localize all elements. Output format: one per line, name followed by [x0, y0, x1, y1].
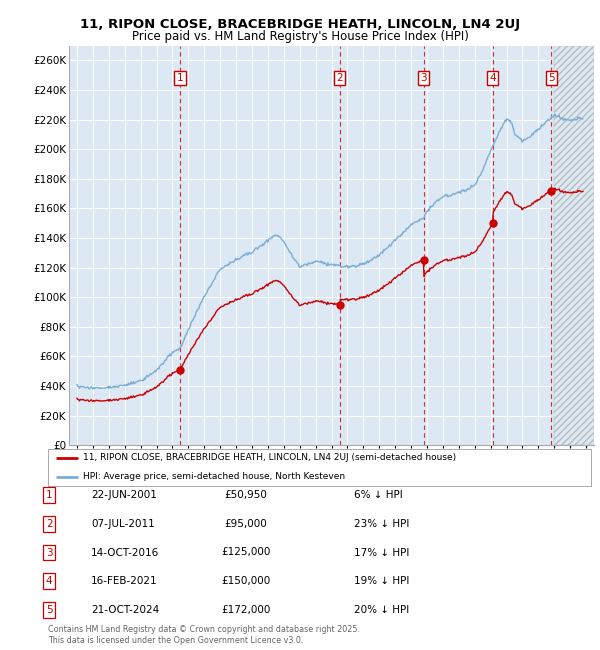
- Text: 5: 5: [548, 73, 554, 83]
- Text: 11, RIPON CLOSE, BRACEBRIDGE HEATH, LINCOLN, LN4 2UJ (semi-detached house): 11, RIPON CLOSE, BRACEBRIDGE HEATH, LINC…: [83, 454, 457, 462]
- Text: 1: 1: [46, 490, 53, 501]
- Text: £172,000: £172,000: [221, 604, 271, 615]
- Text: 2: 2: [337, 73, 343, 83]
- Text: 14-OCT-2016: 14-OCT-2016: [91, 547, 160, 558]
- Text: 19% ↓ HPI: 19% ↓ HPI: [354, 576, 409, 586]
- Text: 1: 1: [176, 73, 183, 83]
- Text: 3: 3: [46, 547, 53, 558]
- Text: 22-JUN-2001: 22-JUN-2001: [91, 490, 157, 501]
- Text: 21-OCT-2024: 21-OCT-2024: [91, 604, 160, 615]
- Bar: [551, 46, 554, 445]
- Text: Contains HM Land Registry data © Crown copyright and database right 2025.
This d: Contains HM Land Registry data © Crown c…: [48, 625, 360, 645]
- Text: Price paid vs. HM Land Registry's House Price Index (HPI): Price paid vs. HM Land Registry's House …: [131, 30, 469, 43]
- Text: 4: 4: [489, 73, 496, 83]
- Text: £125,000: £125,000: [221, 547, 271, 558]
- Text: 4: 4: [46, 576, 53, 586]
- Polygon shape: [554, 46, 594, 445]
- Text: 17% ↓ HPI: 17% ↓ HPI: [354, 547, 409, 558]
- Text: £50,950: £50,950: [224, 490, 268, 501]
- Text: £95,000: £95,000: [224, 519, 268, 529]
- Text: 11, RIPON CLOSE, BRACEBRIDGE HEATH, LINCOLN, LN4 2UJ: 11, RIPON CLOSE, BRACEBRIDGE HEATH, LINC…: [80, 18, 520, 31]
- Text: 20% ↓ HPI: 20% ↓ HPI: [354, 604, 409, 615]
- Text: 2: 2: [46, 519, 53, 529]
- Text: 6% ↓ HPI: 6% ↓ HPI: [354, 490, 403, 501]
- Text: 3: 3: [420, 73, 427, 83]
- Text: 23% ↓ HPI: 23% ↓ HPI: [354, 519, 409, 529]
- Text: HPI: Average price, semi-detached house, North Kesteven: HPI: Average price, semi-detached house,…: [83, 473, 346, 481]
- Text: 5: 5: [46, 604, 53, 615]
- Text: 16-FEB-2021: 16-FEB-2021: [91, 576, 158, 586]
- Text: £150,000: £150,000: [221, 576, 271, 586]
- Text: 07-JUL-2011: 07-JUL-2011: [91, 519, 155, 529]
